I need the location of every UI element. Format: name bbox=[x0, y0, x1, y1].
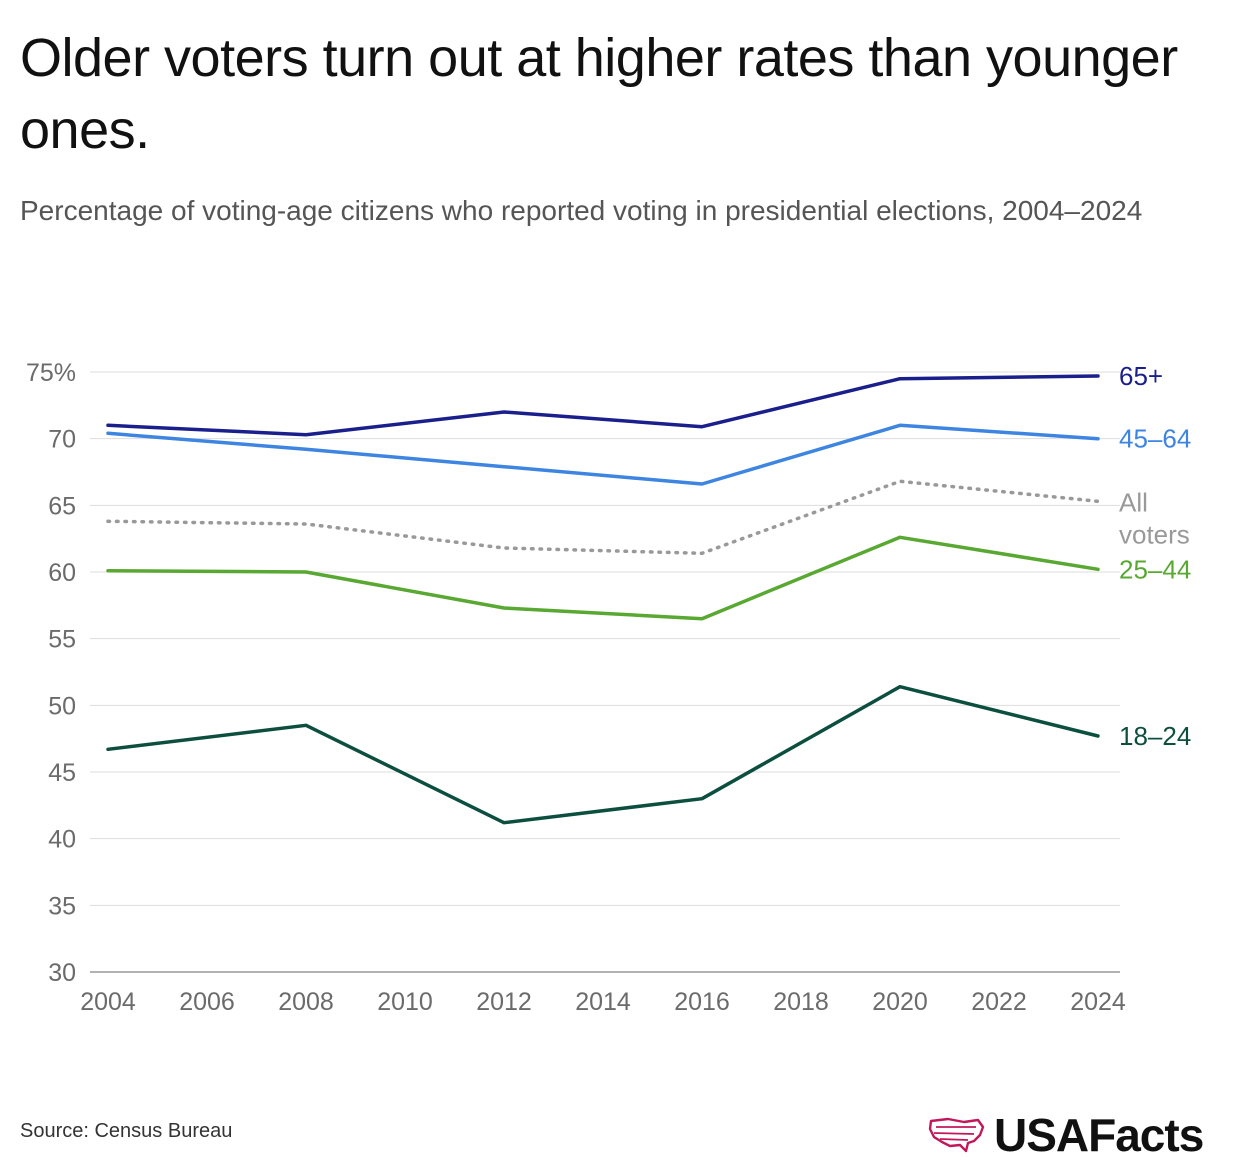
series-end-label: 25–44 bbox=[1119, 554, 1191, 584]
chart-title: Older voters turn out at higher rates th… bbox=[20, 28, 1178, 160]
series-end-label: 18–24 bbox=[1119, 721, 1191, 751]
x-tick-label: 2014 bbox=[575, 988, 631, 1016]
brand-logo: USAFacts bbox=[928, 1108, 1204, 1162]
x-tick-label: 2020 bbox=[872, 988, 928, 1016]
grid-lines bbox=[90, 371, 1120, 973]
series-labels: 65+ 45–64 All voters 25–44 18–24 bbox=[1119, 361, 1191, 751]
series-label-line: voters bbox=[1119, 519, 1190, 549]
series-lines bbox=[106, 374, 1100, 825]
series-line bbox=[106, 479, 1100, 556]
y-tick-label: 70 bbox=[48, 426, 76, 454]
y-tick-label: 55 bbox=[48, 626, 76, 654]
series-end-label: 65+ bbox=[1119, 361, 1163, 391]
y-tick-label: 45 bbox=[48, 759, 76, 787]
series-line bbox=[106, 535, 1100, 621]
series-line bbox=[106, 423, 1100, 486]
x-tick-label: 2004 bbox=[80, 988, 136, 1016]
brand-name: USAFacts bbox=[994, 1109, 1204, 1161]
x-tick-label: 2010 bbox=[377, 988, 433, 1016]
source-note: Source: Census Bureau bbox=[20, 1120, 233, 1142]
x-tick-label: 2008 bbox=[278, 988, 334, 1016]
x-tick-label: 2022 bbox=[971, 988, 1027, 1016]
y-tick-label: 65 bbox=[48, 492, 76, 520]
series-label-line: All bbox=[1119, 487, 1148, 517]
series-end-label: 45–64 bbox=[1119, 424, 1191, 454]
series-line bbox=[106, 374, 1100, 437]
x-tick-label: 2024 bbox=[1070, 988, 1126, 1016]
x-tick-label: 2012 bbox=[476, 988, 532, 1016]
y-tick-label: 40 bbox=[48, 826, 76, 854]
y-axis-ticks: 30 35 40 45 50 55 60 65 70 75% bbox=[26, 359, 76, 987]
chart-subtitle: Percentage of voting-age citizens who re… bbox=[20, 195, 1143, 226]
x-tick-label: 2016 bbox=[674, 988, 730, 1016]
series-line bbox=[106, 684, 1100, 825]
y-tick-label: 50 bbox=[48, 692, 76, 720]
x-tick-label: 2006 bbox=[179, 988, 235, 1016]
y-tick-label: 75% bbox=[26, 359, 76, 387]
y-tick-label: 60 bbox=[48, 559, 76, 587]
series-end-label: All voters bbox=[1119, 487, 1190, 549]
y-tick-label: 30 bbox=[48, 959, 76, 987]
x-tick-label: 2018 bbox=[773, 988, 829, 1016]
x-axis-ticks: 2004 2006 2008 2010 2012 2014 2016 2018 2020 2022… bbox=[80, 988, 1126, 1016]
y-tick-label: 35 bbox=[48, 892, 76, 920]
usa-map-icon bbox=[928, 1117, 985, 1153]
